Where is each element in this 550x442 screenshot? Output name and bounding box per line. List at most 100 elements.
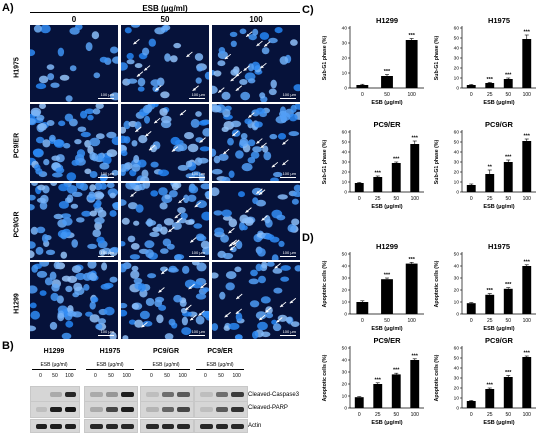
nucleus bbox=[128, 202, 138, 210]
nucleus bbox=[221, 126, 229, 132]
x-tick-label: 100 bbox=[523, 196, 532, 202]
x-tick-label: 0 bbox=[470, 196, 473, 202]
nucleus bbox=[95, 133, 105, 140]
nucleus bbox=[145, 249, 154, 259]
apoptosis-arrowhead bbox=[135, 129, 139, 132]
nucleus bbox=[271, 254, 279, 260]
y-tick-label: 10 bbox=[454, 76, 460, 82]
nucleus bbox=[168, 267, 179, 273]
nucleus bbox=[292, 191, 300, 197]
nucleus bbox=[268, 37, 278, 44]
nucleus bbox=[248, 278, 259, 285]
nucleus bbox=[133, 277, 143, 285]
apoptosis-arrowhead bbox=[192, 87, 197, 91]
blot-band bbox=[177, 391, 190, 397]
apoptosis-arrowhead bbox=[171, 148, 176, 152]
x-axis-label: ESB (μg/ml) bbox=[483, 420, 514, 426]
nucleus bbox=[196, 262, 207, 272]
nucleus bbox=[228, 322, 240, 330]
nucleus bbox=[257, 248, 266, 257]
blot-strip bbox=[84, 386, 138, 402]
nucleus bbox=[89, 137, 101, 147]
blot-conc-label: 50 bbox=[52, 373, 58, 379]
nucleus bbox=[272, 268, 283, 274]
nucleus bbox=[92, 108, 101, 115]
apoptosis-arrowhead bbox=[235, 311, 240, 314]
panel-c-letter: C) bbox=[302, 4, 314, 16]
apoptosis-arrowhead bbox=[230, 78, 235, 82]
blot-treatment-label-0: ESB (μg/ml) bbox=[40, 362, 68, 368]
blot-header-line-3 bbox=[196, 369, 244, 370]
nucleus bbox=[65, 320, 74, 328]
blot-band bbox=[64, 391, 77, 397]
nucleus bbox=[131, 303, 139, 310]
nucleus bbox=[69, 65, 77, 72]
nucleus bbox=[191, 281, 203, 289]
nucleus bbox=[98, 318, 106, 325]
nucleus bbox=[95, 323, 103, 330]
apoptosis-arrowhead bbox=[261, 217, 265, 221]
nucleus bbox=[104, 306, 115, 316]
nucleus bbox=[109, 276, 118, 283]
nucleus bbox=[49, 271, 57, 280]
nucleus bbox=[293, 184, 300, 192]
nucleus bbox=[200, 183, 209, 190]
nucleus bbox=[147, 273, 157, 279]
blot-conc-label: 100 bbox=[65, 373, 74, 379]
nucleus bbox=[45, 249, 56, 255]
apoptosis-arrowhead bbox=[224, 314, 229, 318]
apoptosis-arrowhead bbox=[130, 193, 134, 197]
blot-band bbox=[50, 423, 62, 429]
x-tick-label: 100 bbox=[523, 92, 532, 98]
nucleus bbox=[252, 197, 259, 204]
nucleus bbox=[106, 183, 115, 189]
nucleus bbox=[196, 66, 203, 72]
chart-D-PC9/ER: PC9/ER Apoptotic cells (%) 0 10 20 30 40 50 0 ***… bbox=[322, 336, 424, 426]
nucleus bbox=[287, 224, 297, 233]
nucleus bbox=[235, 312, 243, 322]
apoptosis-arrowhead bbox=[136, 73, 141, 77]
y-tick-label: 10 bbox=[454, 180, 460, 186]
nucleus bbox=[158, 304, 167, 311]
nucleus bbox=[91, 31, 100, 40]
nucleus bbox=[42, 139, 51, 148]
scale-bar-label: 100 μm bbox=[100, 92, 114, 97]
nucleus bbox=[159, 202, 168, 210]
scale-bar-label: 100 μm bbox=[282, 329, 296, 334]
apoptosis-arrowhead bbox=[256, 190, 260, 194]
nucleus bbox=[110, 46, 118, 54]
chart-D-PC9/GR: PC9/GR Apoptotic cells (%) 0 10 20 30 40 50 60 0 *… bbox=[434, 336, 536, 426]
nucleus bbox=[130, 243, 140, 250]
bar bbox=[503, 162, 513, 192]
scale-bar: 100 μm bbox=[280, 329, 296, 336]
micrograph-H1299-50: 100 μm bbox=[121, 262, 209, 339]
x-tick-label: 0 bbox=[470, 92, 473, 98]
scale-bar: 100 μm bbox=[189, 92, 205, 99]
nucleus bbox=[41, 234, 49, 243]
nucleus bbox=[38, 75, 49, 84]
micrograph-H1975-100: 100 μm bbox=[212, 25, 300, 102]
nucleus bbox=[212, 85, 218, 94]
nucleus bbox=[146, 218, 153, 227]
apoptosis-arrowhead bbox=[228, 243, 233, 247]
nucleus bbox=[62, 217, 73, 226]
x-tick-label: 100 bbox=[523, 412, 532, 418]
nucleus bbox=[127, 235, 136, 243]
scale-bar-label: 100 μm bbox=[100, 250, 114, 255]
nucleus bbox=[53, 139, 65, 148]
blot-band bbox=[215, 391, 229, 397]
panel-a-header-line bbox=[30, 12, 300, 13]
significance-marker: ** bbox=[488, 165, 493, 171]
blot-header-line-0 bbox=[32, 369, 76, 370]
x-tick-label: 25 bbox=[487, 92, 493, 98]
nucleus bbox=[75, 272, 86, 281]
y-axis-label: Apoptotic cells (%) bbox=[434, 260, 440, 307]
nucleus bbox=[225, 282, 235, 291]
nucleus bbox=[46, 64, 55, 70]
nucleus bbox=[30, 118, 36, 125]
chart-C-H1299: H1299 Sub-G1 phase (%) 0 10 20 30 40 0 *** 50 *** 1… bbox=[322, 16, 424, 106]
nucleus bbox=[255, 263, 263, 272]
scale-bar-line bbox=[280, 177, 296, 178]
significance-marker: *** bbox=[412, 136, 419, 142]
nucleus bbox=[96, 236, 105, 244]
